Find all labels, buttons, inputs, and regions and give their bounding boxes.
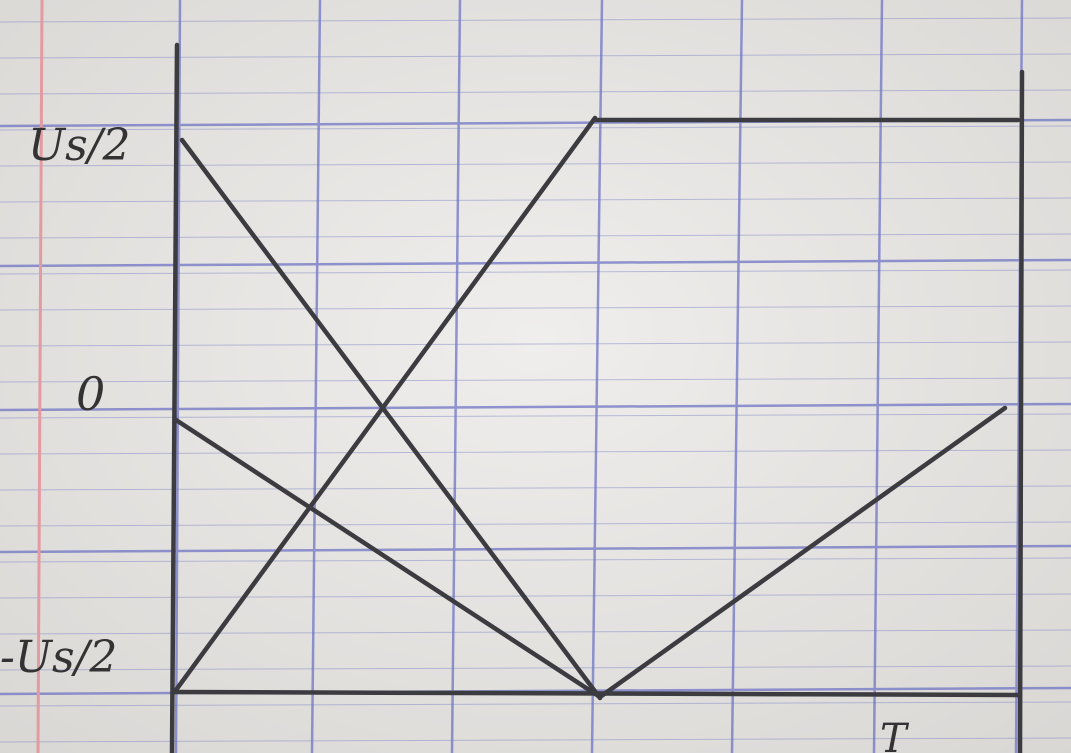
label-bottom: -Us/2 <box>0 632 117 683</box>
pencil-drawing <box>169 42 1025 753</box>
label-top: Us/2 <box>28 120 130 171</box>
label-zero: 0 <box>76 367 105 421</box>
label-period: T <box>880 716 910 753</box>
margin-line <box>36 0 44 753</box>
